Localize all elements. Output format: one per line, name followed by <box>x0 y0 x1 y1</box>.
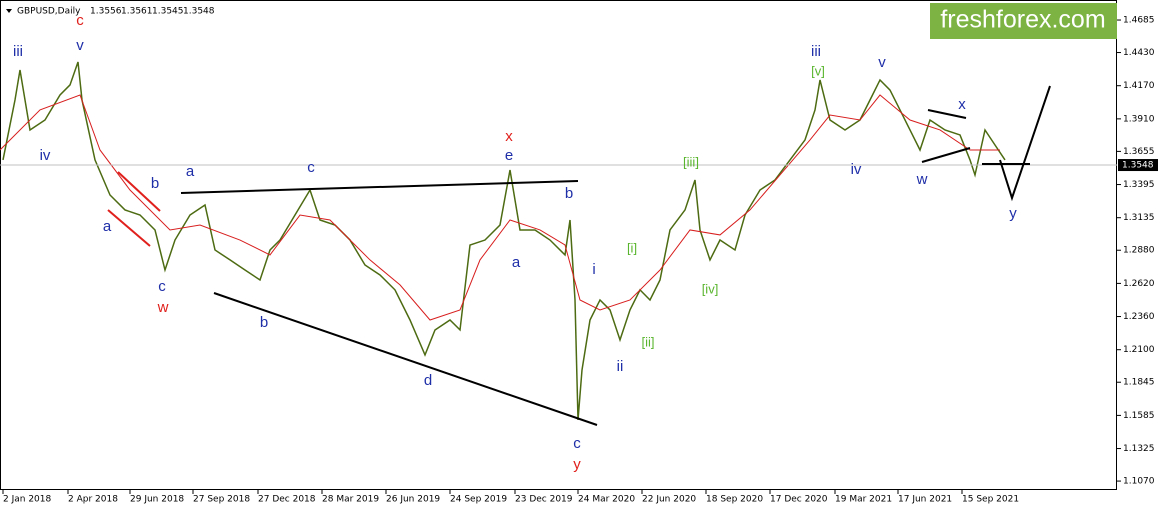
wave-label: i <box>592 261 595 278</box>
wave-label: [iii] <box>683 154 699 169</box>
brand[interactable]: freshforex.com <box>940 6 1105 34</box>
wave-label: x <box>505 128 513 145</box>
y-tick-label: 1.1585 <box>1123 411 1155 421</box>
price-line <box>2 61 1006 421</box>
x-tick-label: 17 Dec 2020 <box>770 495 828 505</box>
y-tick-label: 1.2100 <box>1123 345 1155 355</box>
wave-label: c <box>76 12 84 29</box>
wave-label: iii <box>13 43 23 60</box>
wave-labels: iii v c iv b a c w a c x e b b d a c y i… <box>13 12 1017 473</box>
wave-label: iv <box>40 147 51 164</box>
x-tick-label: 17 Jun 2021 <box>898 495 952 505</box>
x-tick-label: 27 Sep 2018 <box>193 495 250 505</box>
x-tick-label: 2 Jan 2018 <box>3 495 51 505</box>
x-tick-label: 2 Apr 2018 <box>68 495 118 505</box>
wave-label: iii <box>811 43 821 60</box>
y-tick-label: 1.2620 <box>1123 279 1155 289</box>
y-tick-label: 1.1070 <box>1123 477 1155 487</box>
wave-label: a <box>186 163 195 180</box>
x-tick-label: 27 Dec 2018 <box>258 495 316 505</box>
y-tick-label: 1.4685 <box>1123 16 1155 26</box>
y-tick-label: 1.2880 <box>1123 246 1155 256</box>
x-tick-label: 24 Sep 2019 <box>450 495 507 505</box>
wave-label: a <box>103 218 112 235</box>
trend-line <box>921 147 971 163</box>
wave-label: e <box>505 147 513 164</box>
wave-label: v <box>76 37 84 54</box>
wave-label: a <box>512 254 521 271</box>
y-tick-label: 1.3910 <box>1123 114 1155 124</box>
plot-frame <box>0 0 1117 490</box>
trend-line <box>107 209 151 247</box>
wave-label: ii <box>617 358 624 375</box>
y-tick-label: 1.4170 <box>1123 81 1155 91</box>
x-tick-label: 15 Sep 2021 <box>962 495 1019 505</box>
wave-label: c <box>573 435 581 452</box>
ohlc-open: 1.3556 <box>90 7 122 17</box>
wave-label: [ii] <box>642 334 655 349</box>
trend-line <box>180 180 579 194</box>
wave-label: v <box>878 54 886 71</box>
wave-label: w <box>916 171 928 188</box>
menu-arrow[interactable] <box>6 9 12 13</box>
wave-label: d <box>424 372 432 389</box>
y-tick-label: 1.3135 <box>1123 213 1155 223</box>
wave-label: [i] <box>627 240 637 255</box>
trend-line <box>927 109 967 119</box>
wave-label: x <box>958 96 966 113</box>
last-price-label: 1.3548 <box>1122 161 1154 171</box>
y-tick-label: 1.3655 <box>1123 147 1155 157</box>
wave-label: w <box>157 299 169 316</box>
y-tick-label: 1.2360 <box>1123 312 1155 322</box>
x-tick-label: 28 Mar 2019 <box>322 495 379 505</box>
ohlc-close: 1.3548 <box>183 7 215 17</box>
projection <box>999 85 1051 202</box>
y-tick-label: 1.1845 <box>1123 378 1155 388</box>
ohlc-high: 1.3561 <box>121 7 153 17</box>
trend-line <box>117 171 161 212</box>
wave-label: iv <box>851 161 862 178</box>
brand-box[interactable] <box>930 3 1117 39</box>
y-tick-label: 1.4430 <box>1123 48 1155 58</box>
symbol: GBPUSD,Daily <box>17 7 81 17</box>
ohlc-low: 1.3545 <box>152 7 184 17</box>
wave-label: b <box>151 175 159 192</box>
wave-label: c <box>158 278 166 295</box>
trend-line <box>213 292 598 426</box>
x-tick-label: 23 Dec 2019 <box>515 495 573 505</box>
x-tick-label: 26 Jun 2019 <box>386 495 440 505</box>
wave-label: b <box>565 185 573 202</box>
price-line <box>0 94 1000 321</box>
y-tick-label: 1.1325 <box>1123 444 1155 454</box>
wave-label: y <box>1009 205 1017 222</box>
wave-label: b <box>260 314 268 331</box>
wave-label: c <box>307 159 315 176</box>
red-lines <box>107 171 161 247</box>
wave-label: [iv] <box>702 281 719 296</box>
x-tick-label: 22 Jun 2020 <box>642 495 696 505</box>
last-price-box <box>1118 159 1158 172</box>
x-tick-label: 19 Mar 2021 <box>835 495 892 505</box>
y-tick-label: 1.3395 <box>1123 180 1155 190</box>
x-tick-label: 18 Sep 2020 <box>706 495 763 505</box>
trend-lines <box>180 85 1051 426</box>
x-tick-label: 29 Jun 2018 <box>130 495 184 505</box>
x-tick-label: 24 Mar 2020 <box>578 495 635 505</box>
wave-label: [v] <box>811 63 825 78</box>
wave-label: y <box>573 456 581 473</box>
